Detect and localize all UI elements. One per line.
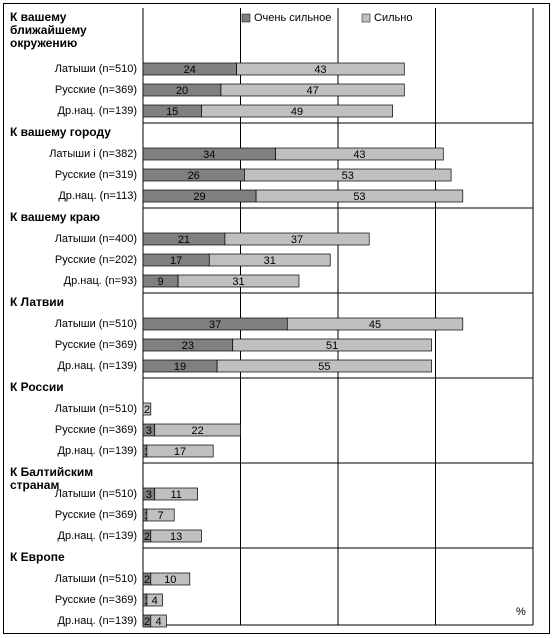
row-label: Русские (n=369) xyxy=(55,509,137,521)
row-label: Русские (n=319) xyxy=(55,169,137,181)
value-label: 43 xyxy=(314,64,326,76)
row-label: Латыши (n=510) xyxy=(55,573,137,585)
value-label: 20 xyxy=(176,85,188,97)
row-label: Др.нац. (n=113) xyxy=(58,190,137,202)
value-label: 26 xyxy=(188,170,200,182)
row-label: Др.нац. (n=139) xyxy=(58,105,137,117)
value-label: 4 xyxy=(152,595,158,607)
value-label: 2 xyxy=(144,616,150,628)
value-label: 2 xyxy=(144,404,150,416)
value-label: 45 xyxy=(369,319,381,331)
bar-segment xyxy=(201,104,393,118)
bar-segment xyxy=(216,359,432,373)
row-label: Русские (n=369) xyxy=(55,424,137,436)
legend-label: Сильно xyxy=(374,12,412,24)
bar-segment xyxy=(286,317,464,331)
value-label: 47 xyxy=(307,85,319,97)
bar-segment xyxy=(154,423,241,437)
row-label: Др.нац. (n=139) xyxy=(58,530,137,542)
row-label: Русские (n=369) xyxy=(55,84,137,96)
value-label: 34 xyxy=(203,149,215,161)
bar-segment xyxy=(154,487,198,501)
bar-segment xyxy=(236,62,405,76)
bar-segment xyxy=(220,83,405,97)
row-label: Латыши i (n=382) xyxy=(49,148,137,160)
value-label: 22 xyxy=(191,425,203,437)
outer-border xyxy=(3,3,550,634)
value-label: 19 xyxy=(174,361,186,373)
value-label: 24 xyxy=(184,64,196,76)
bar-segment xyxy=(244,168,452,182)
value-label: 9 xyxy=(157,276,163,288)
bar-segment xyxy=(224,232,370,246)
value-label: 23 xyxy=(182,340,194,352)
group-title: К вашему ближайшему окружению xyxy=(10,10,87,50)
value-label: 21 xyxy=(178,234,190,246)
legend-swatch xyxy=(361,13,371,23)
value-label: 11 xyxy=(170,489,181,501)
value-label: 55 xyxy=(318,361,330,373)
row-label: Русские (n=202) xyxy=(55,254,137,266)
bar-segment xyxy=(142,402,152,416)
bar-segment xyxy=(146,593,163,607)
group-title: К Латвии xyxy=(10,295,65,309)
bar-segment xyxy=(150,614,167,628)
value-label: 4 xyxy=(156,616,162,628)
value-label: 31 xyxy=(232,276,244,288)
row-label: Др.нац. (n=139) xyxy=(58,445,137,457)
value-label: 53 xyxy=(353,191,365,203)
row-label: Русские (n=369) xyxy=(55,594,137,606)
bar-segment xyxy=(255,189,464,203)
bar-segment xyxy=(232,338,432,352)
value-label: 49 xyxy=(291,106,303,118)
bar-segment xyxy=(146,508,175,522)
value-label: 37 xyxy=(291,234,303,246)
group-title: К вашему краю xyxy=(10,210,101,224)
legend-label: Очень сильное xyxy=(254,12,331,24)
group-title: К России xyxy=(10,380,64,394)
legend-swatch xyxy=(241,13,251,23)
value-label: 53 xyxy=(342,170,354,182)
value-label: 37 xyxy=(209,319,221,331)
row-label: Др.нац. (n=93) xyxy=(64,275,137,287)
group-title: К Европе xyxy=(10,550,65,564)
row-label: Др.нац. (n=139) xyxy=(58,615,137,627)
unit-label: % xyxy=(516,606,526,618)
bar-segment xyxy=(146,444,214,458)
value-label: 2 xyxy=(144,574,150,586)
bar-segment xyxy=(177,274,300,288)
value-label: 2 xyxy=(144,531,150,543)
value-label: 17 xyxy=(174,446,186,458)
value-label: 7 xyxy=(157,510,163,522)
row-label: Русские (n=369) xyxy=(55,339,137,351)
value-label: 31 xyxy=(264,255,276,267)
value-label: 13 xyxy=(170,531,182,543)
group-title: К Балтийским странам xyxy=(10,465,94,492)
row-label: Латыши (n=400) xyxy=(55,233,137,245)
value-label: 29 xyxy=(193,191,205,203)
value-label: 10 xyxy=(164,574,176,586)
value-label: 51 xyxy=(326,340,338,352)
row-label: Латыши (n=510) xyxy=(55,403,137,415)
row-label: Латыши (n=510) xyxy=(55,488,137,500)
bar-segment xyxy=(150,572,191,586)
bar-segment xyxy=(275,147,444,161)
value-label: 15 xyxy=(166,106,178,118)
row-label: Латыши (n=510) xyxy=(55,318,137,330)
bar-segment xyxy=(150,529,202,543)
value-label: 3 xyxy=(146,489,152,501)
value-label: 3 xyxy=(146,425,152,437)
row-label: Латыши (n=510) xyxy=(55,63,137,75)
row-label: Др.нац. (n=139) xyxy=(58,360,137,372)
value-label: 17 xyxy=(170,255,182,267)
group-title: К вашему городу xyxy=(10,125,111,139)
value-label: 43 xyxy=(353,149,365,161)
bar-segment xyxy=(208,253,331,267)
